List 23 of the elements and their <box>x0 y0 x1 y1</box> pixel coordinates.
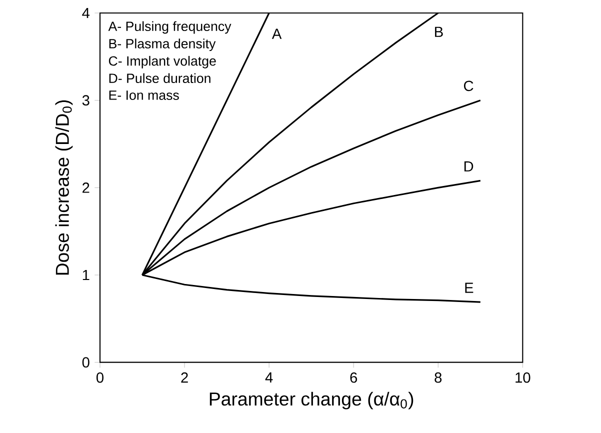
annotation: B- Plasma density <box>109 38 216 52</box>
x-tick-label: 6 <box>350 372 358 383</box>
y-tick-label: 4 <box>82 8 90 18</box>
annotation: E- Ion mass <box>109 90 179 100</box>
series-label: C <box>464 80 474 92</box>
annotation: C- Implant volatge <box>108 56 216 68</box>
series-label: A <box>272 28 282 39</box>
series-label: B <box>435 26 443 37</box>
x-tick-label: 8 <box>434 372 442 383</box>
annotation: D- Pulse duration <box>109 73 210 84</box>
y-tick-label: 2 <box>82 182 90 193</box>
y-tick-label: 0 <box>82 357 90 368</box>
x-axis-title: Parameter change (α/α$_{0}$) <box>210 392 414 410</box>
x-tick-label: 10 <box>516 372 530 383</box>
series-label: E <box>465 282 474 293</box>
y-tick-label: 1 <box>82 270 90 280</box>
x-tick-label: 0 <box>96 372 104 383</box>
x-tick-label: 4 <box>265 372 273 382</box>
annotation: A- Pulsing frequency <box>108 21 232 34</box>
y-axis-title: Dose increase (D/D$_{0}$) <box>55 100 73 275</box>
y-tick-label: 3 <box>82 95 90 106</box>
x-tick-label: 2 <box>181 372 188 383</box>
series-label: D <box>464 161 474 172</box>
